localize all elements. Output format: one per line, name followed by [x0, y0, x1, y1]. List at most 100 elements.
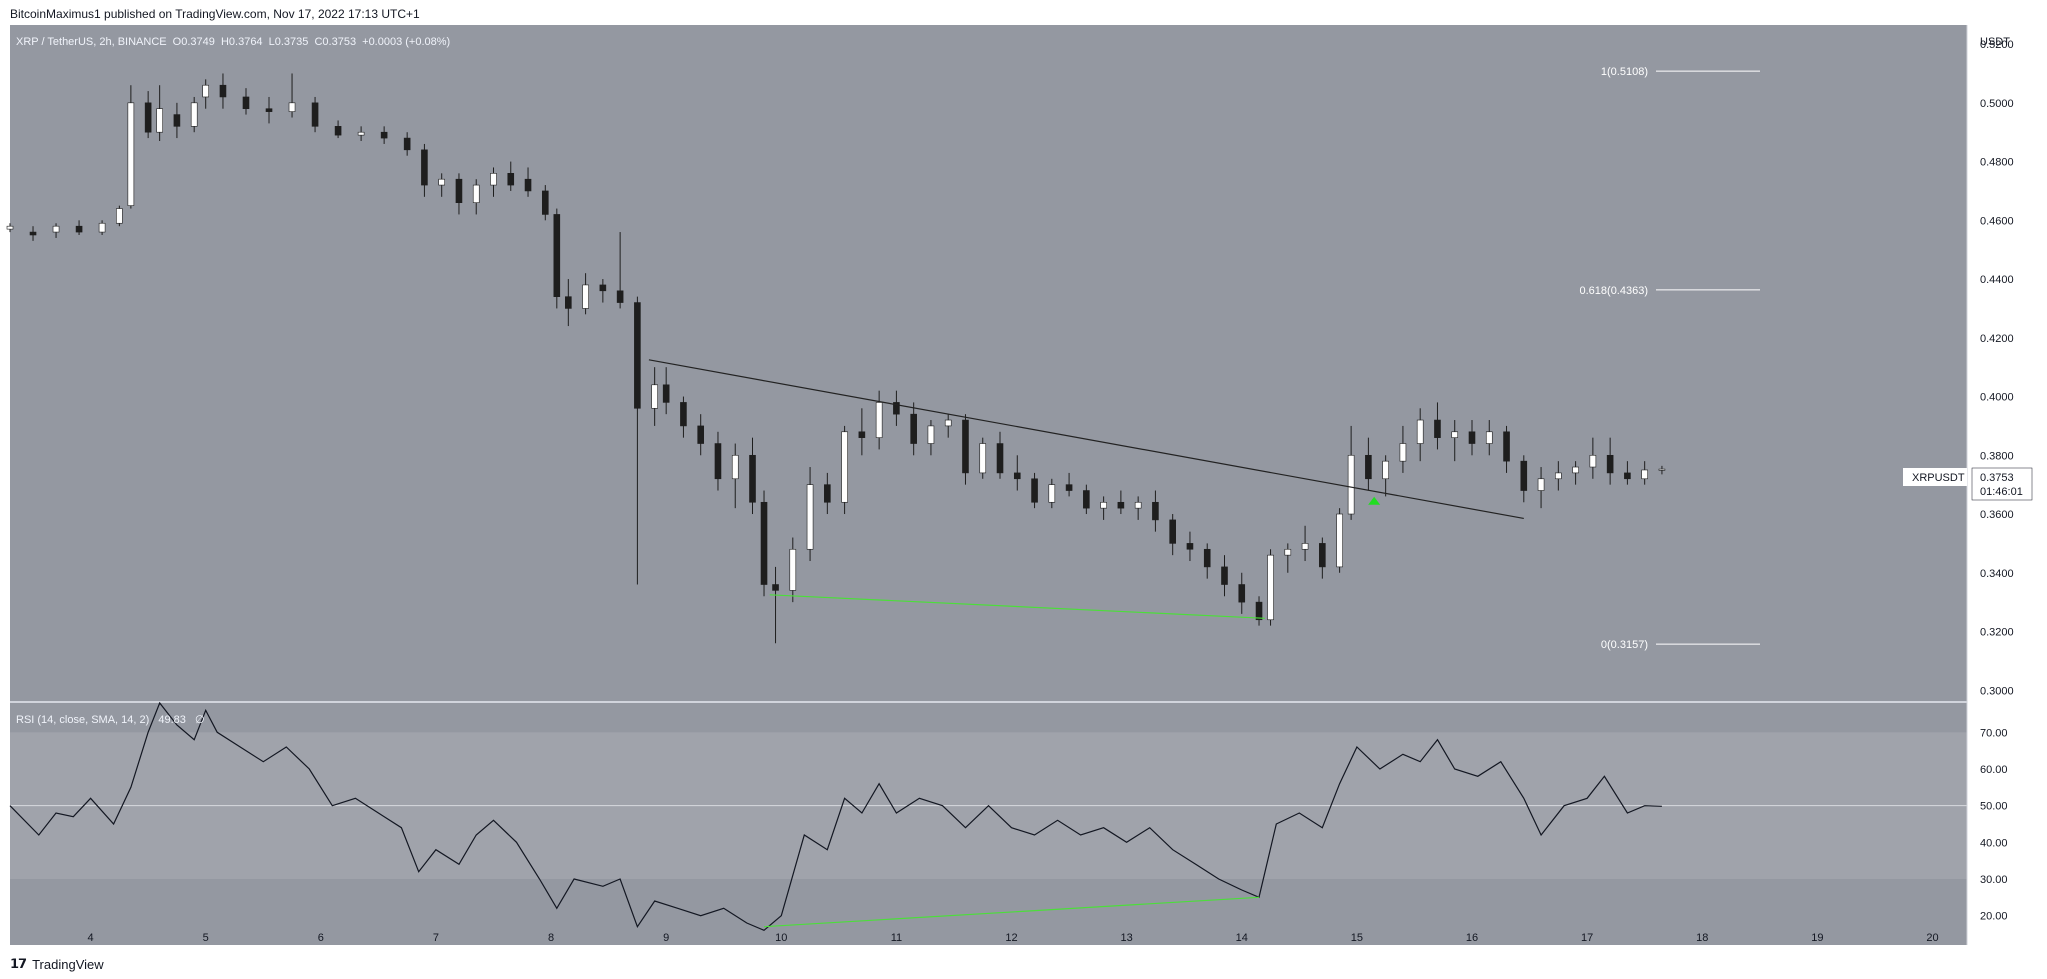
candle[interactable]	[789, 537, 797, 603]
candle[interactable]	[173, 102, 181, 139]
candle[interactable]	[541, 185, 549, 221]
candle[interactable]	[1641, 461, 1648, 485]
candle[interactable]	[1083, 484, 1090, 515]
candle[interactable]	[311, 96, 319, 133]
candle[interactable]	[1013, 455, 1021, 491]
candle[interactable]	[1606, 437, 1614, 485]
candle[interactable]	[472, 179, 480, 215]
candle[interactable]	[334, 120, 342, 139]
candle[interactable]	[1399, 425, 1407, 473]
candle[interactable]	[1284, 543, 1292, 573]
candle[interactable]	[242, 88, 250, 115]
candle[interactable]	[962, 414, 969, 485]
candle[interactable]	[1589, 437, 1597, 479]
candle[interactable]	[1520, 455, 1528, 503]
candle[interactable]	[772, 566, 779, 644]
candle[interactable]	[634, 296, 641, 585]
candle[interactable]	[52, 223, 60, 238]
candle[interactable]	[760, 490, 768, 597]
candle[interactable]	[29, 226, 37, 241]
candle[interactable]	[116, 205, 123, 227]
candle[interactable]	[524, 167, 532, 197]
candle[interactable]	[714, 431, 722, 491]
candle[interactable]	[357, 126, 365, 142]
candle[interactable]	[1169, 514, 1176, 556]
candle[interactable]	[565, 279, 572, 327]
candle[interactable]	[927, 420, 935, 456]
candle[interactable]	[1416, 408, 1424, 462]
candle[interactable]	[1117, 490, 1125, 515]
candle[interactable]	[421, 143, 428, 197]
candle[interactable]	[1365, 437, 1372, 491]
candle[interactable]	[265, 96, 273, 124]
candle[interactable]	[288, 73, 296, 118]
candle[interactable]	[190, 96, 198, 133]
candle[interactable]	[893, 390, 900, 426]
candle[interactable]	[6, 223, 14, 233]
candle[interactable]	[1537, 467, 1545, 509]
candle[interactable]	[944, 414, 952, 438]
candle[interactable]	[910, 402, 917, 456]
candle[interactable]	[1203, 543, 1211, 579]
candle[interactable]	[1434, 402, 1441, 450]
candle[interactable]	[824, 472, 831, 515]
time-axis[interactable]	[10, 945, 1967, 949]
candle[interactable]	[1186, 531, 1194, 562]
candle[interactable]	[1555, 461, 1562, 491]
candle[interactable]	[806, 467, 814, 562]
candle[interactable]	[1347, 425, 1355, 520]
candle[interactable]	[1624, 461, 1631, 485]
candle[interactable]	[1031, 472, 1038, 509]
candle[interactable]	[875, 390, 883, 450]
candle[interactable]	[599, 279, 607, 303]
candle[interactable]	[403, 132, 411, 156]
candle[interactable]	[553, 208, 561, 309]
rsi-line[interactable]	[9, 701, 1662, 931]
candle[interactable]	[1238, 572, 1246, 614]
candle[interactable]	[1065, 472, 1073, 497]
candle[interactable]	[616, 232, 624, 309]
candle[interactable]	[156, 85, 163, 142]
candle[interactable]	[1485, 420, 1493, 456]
candle[interactable]	[731, 443, 739, 509]
candle[interactable]	[841, 425, 848, 515]
candle[interactable]	[1221, 555, 1228, 597]
candle[interactable]	[1301, 525, 1309, 562]
candle[interactable]	[144, 91, 152, 139]
candle[interactable]	[219, 73, 227, 109]
candle[interactable]	[202, 79, 209, 109]
candle[interactable]	[1382, 455, 1389, 497]
rsi-divergence-line[interactable]	[763, 896, 1260, 928]
candle[interactable]	[1503, 425, 1510, 473]
candle[interactable]	[490, 167, 497, 197]
candle[interactable]	[1572, 461, 1579, 485]
candle[interactable]	[380, 126, 388, 144]
candle[interactable]	[1658, 465, 1666, 475]
candle[interactable]	[1152, 490, 1159, 532]
candle[interactable]	[1134, 496, 1142, 520]
candle[interactable]	[1255, 596, 1263, 626]
candle[interactable]	[1048, 478, 1056, 509]
main-panel[interactable]	[10, 25, 1967, 702]
descending-trendline[interactable]	[648, 359, 1524, 520]
candle[interactable]	[858, 408, 866, 456]
candle[interactable]	[438, 173, 445, 197]
candle[interactable]	[697, 414, 705, 456]
candle[interactable]	[749, 437, 756, 515]
candle[interactable]	[979, 437, 987, 479]
candle[interactable]	[662, 367, 670, 415]
candle[interactable]	[98, 220, 106, 236]
candle[interactable]	[127, 85, 135, 209]
candle[interactable]	[680, 396, 687, 438]
candle[interactable]	[1319, 537, 1326, 579]
candle[interactable]	[1468, 420, 1476, 456]
candle[interactable]	[582, 273, 589, 315]
candle[interactable]	[651, 367, 658, 426]
candle[interactable]	[455, 173, 463, 215]
candle[interactable]	[996, 431, 1004, 479]
price-divergence-line[interactable]	[769, 594, 1265, 619]
candle[interactable]	[1336, 508, 1343, 573]
candle[interactable]	[75, 220, 83, 236]
candle[interactable]	[1100, 496, 1107, 520]
